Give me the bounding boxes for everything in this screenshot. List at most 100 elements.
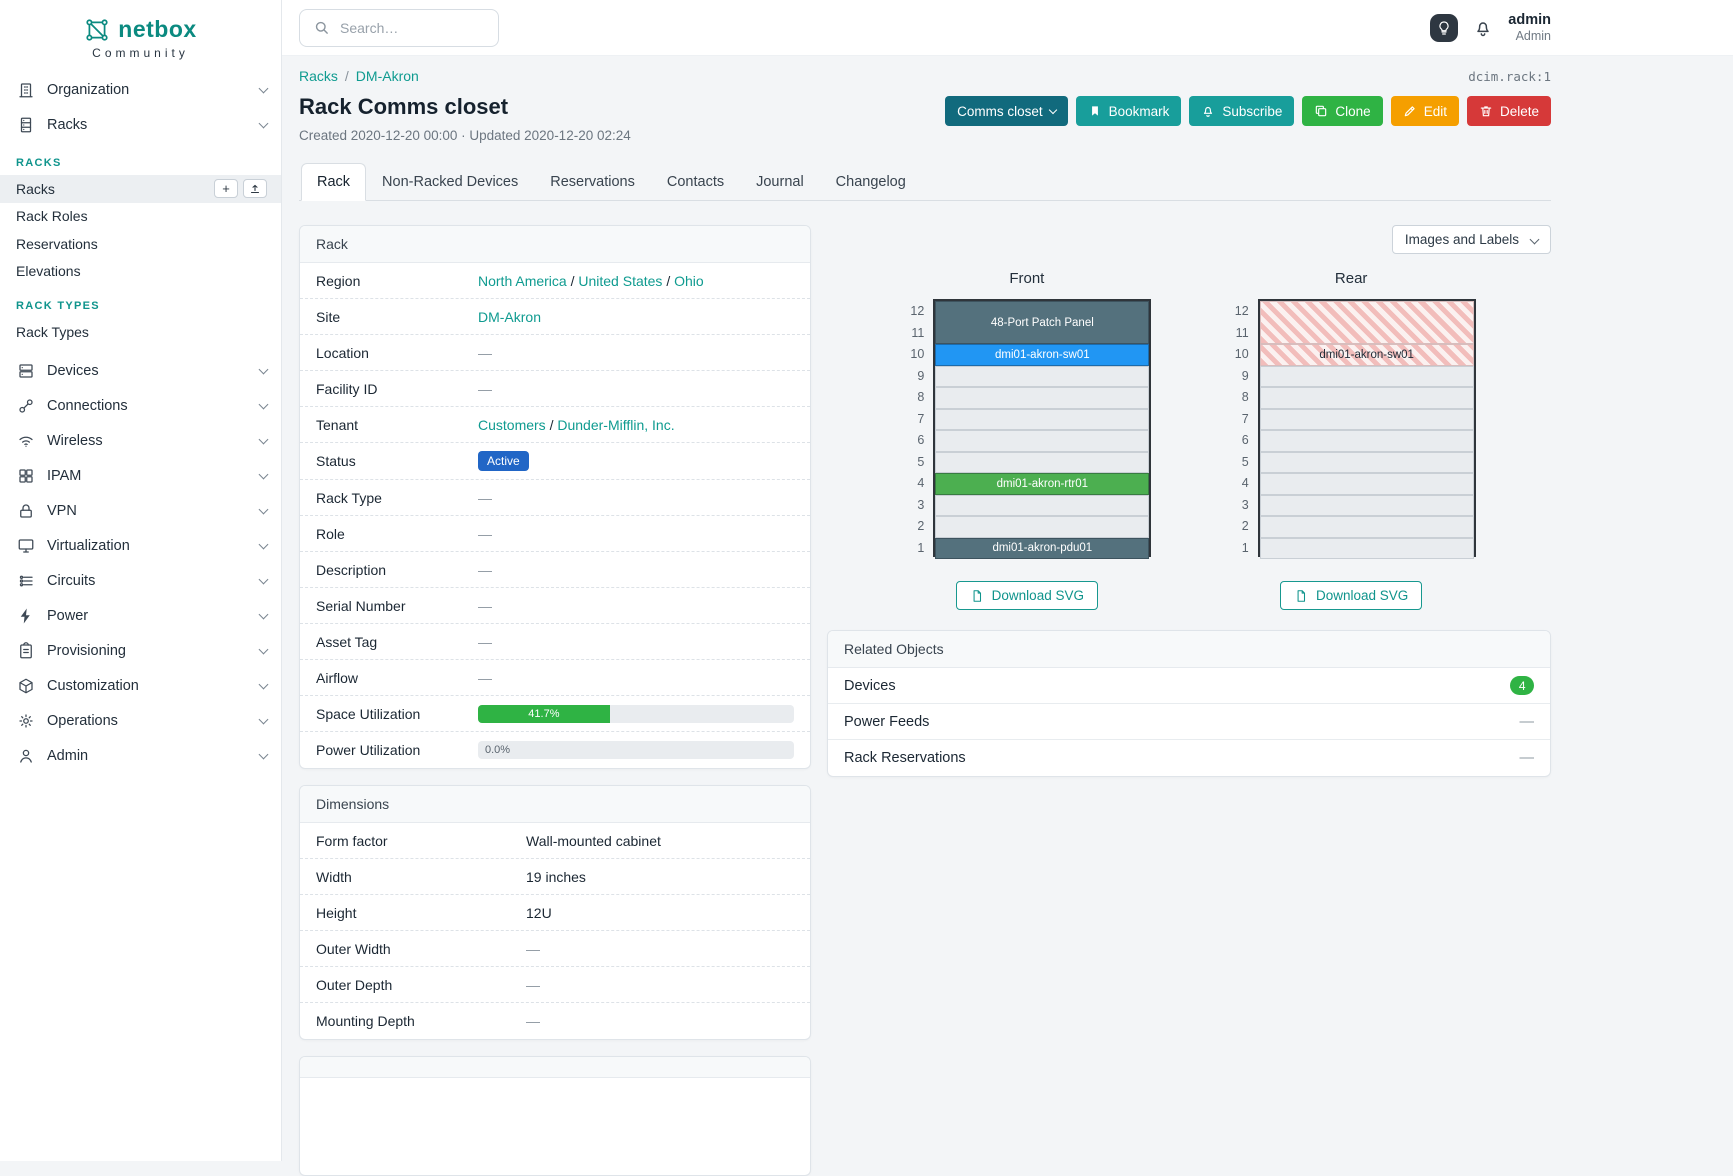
- chevron-down-icon: [1530, 234, 1540, 244]
- panel-title: Dimensions: [300, 786, 810, 823]
- clone-button[interactable]: Clone: [1302, 96, 1382, 126]
- rack-device[interactable]: 48-Port Patch Panel: [935, 301, 1149, 344]
- region-link[interactable]: United States: [578, 273, 662, 289]
- notifications-button[interactable]: [1473, 18, 1493, 38]
- rack-device[interactable]: dmi01-akron-sw01: [935, 344, 1149, 366]
- download-svg-front-button[interactable]: Download SVG: [956, 581, 1098, 610]
- sidebar-item-label: Admin: [47, 748, 249, 764]
- rack-unit-empty[interactable]: [935, 516, 1149, 538]
- unit-number: 8: [1227, 387, 1249, 409]
- sidebar-item-operations[interactable]: Operations: [0, 704, 281, 739]
- rack-unit-empty[interactable]: [935, 452, 1149, 474]
- rack-device[interactable]: dmi01-akron-rtr01: [935, 473, 1149, 495]
- sidebar-item-virtualization[interactable]: Virtualization: [0, 529, 281, 564]
- rack-unit-empty[interactable]: [935, 495, 1149, 517]
- import-racks-button[interactable]: [243, 179, 267, 198]
- unit-number: 6: [1227, 430, 1249, 452]
- sidebar-item-wireless[interactable]: Wireless: [0, 424, 281, 459]
- region-link[interactable]: Ohio: [674, 273, 704, 289]
- rack-unit-empty[interactable]: [1260, 387, 1474, 409]
- subscribe-button[interactable]: Subscribe: [1189, 96, 1294, 126]
- chevron-down-icon: [259, 83, 269, 93]
- bookmark-button[interactable]: Bookmark: [1076, 96, 1182, 126]
- tab-reservations[interactable]: Reservations: [534, 163, 651, 201]
- tab-contacts[interactable]: Contacts: [651, 163, 740, 201]
- download-svg-rear-button[interactable]: Download SVG: [1280, 581, 1422, 610]
- rack-unit-empty[interactable]: [935, 387, 1149, 409]
- related-row-power-feeds[interactable]: Power Feeds —: [828, 704, 1550, 740]
- related-row-rack-reservations[interactable]: Rack Reservations —: [828, 740, 1550, 776]
- rack-selector-dropdown[interactable]: Comms closet: [945, 96, 1068, 126]
- object-reference: dcim.rack:1: [1468, 69, 1551, 84]
- unit-number: 1: [902, 538, 924, 560]
- global-search[interactable]: [299, 9, 499, 47]
- unit-number: 12: [1227, 301, 1249, 323]
- theme-toggle-button[interactable]: [1430, 14, 1458, 42]
- sidebar-item-power[interactable]: Power: [0, 599, 281, 634]
- region-link[interactable]: North America: [478, 273, 567, 289]
- unit-number: 3: [902, 495, 924, 517]
- edit-button[interactable]: Edit: [1391, 96, 1459, 126]
- chevron-down-icon: [259, 680, 269, 690]
- sidebar-item-racks-list[interactable]: Racks +: [0, 175, 281, 203]
- power-utilization-bar: 0.0%: [478, 741, 794, 759]
- rack-unit-empty[interactable]: [1260, 366, 1474, 388]
- attr-row-asset-tag: Asset Tag —: [300, 624, 810, 660]
- unit-number: 9: [1227, 366, 1249, 388]
- bolt-icon: [16, 606, 36, 626]
- rack-unit-empty[interactable]: [1260, 430, 1474, 452]
- rack-unit-empty[interactable]: [1260, 452, 1474, 474]
- elevation-view-dropdown[interactable]: Images and Labels: [1392, 225, 1551, 254]
- sidebar-item-admin[interactable]: Admin: [0, 739, 281, 774]
- rack-unit-empty[interactable]: [1260, 495, 1474, 517]
- rack-unit-empty[interactable]: [1260, 516, 1474, 538]
- sidebar-item-circuits[interactable]: Circuits: [0, 564, 281, 599]
- sidebar-item-customization[interactable]: Customization: [0, 669, 281, 704]
- rack-device[interactable]: dmi01-akron-pdu01: [935, 538, 1149, 560]
- clipboard-icon: [16, 641, 36, 661]
- breadcrumb-racks-link[interactable]: Racks: [299, 68, 338, 84]
- add-rack-button[interactable]: +: [214, 179, 238, 198]
- sidebar-item-devices[interactable]: Devices: [0, 354, 281, 389]
- sidebar-item-organization[interactable]: Organization: [0, 72, 281, 107]
- rack-unit-empty[interactable]: [1260, 409, 1474, 431]
- sidebar-item-label: Operations: [47, 713, 249, 729]
- tenant-link[interactable]: Dunder-Mifflin, Inc.: [557, 417, 674, 433]
- rack-panel: Rack Region North America / United State…: [299, 225, 811, 769]
- search-input[interactable]: [338, 19, 486, 37]
- sidebar-item-vpn[interactable]: VPN: [0, 494, 281, 529]
- sidebar-item-connections[interactable]: Connections: [0, 389, 281, 424]
- tab-changelog[interactable]: Changelog: [820, 163, 922, 201]
- trash-icon: [1479, 104, 1493, 118]
- rack-unit-empty[interactable]: [1260, 538, 1474, 560]
- tenant-group-link[interactable]: Customers: [478, 417, 546, 433]
- sidebar-item-rack-roles[interactable]: Rack Roles: [0, 203, 281, 231]
- rack-unit-empty[interactable]: [1260, 473, 1474, 495]
- rack-unit-empty[interactable]: [935, 430, 1149, 452]
- related-row-devices[interactable]: Devices 4: [828, 668, 1550, 704]
- site-link[interactable]: DM-Akron: [478, 309, 541, 325]
- rack-unit-empty[interactable]: [935, 366, 1149, 388]
- tab-journal[interactable]: Journal: [740, 163, 820, 201]
- lightbulb-icon: [1436, 20, 1452, 36]
- sidebar-item-ipam[interactable]: IPAM: [0, 459, 281, 494]
- tab-rack[interactable]: Rack: [301, 163, 366, 201]
- attr-row-rack-type: Rack Type —: [300, 480, 810, 516]
- breadcrumb-site-link[interactable]: DM-Akron: [356, 68, 419, 84]
- sidebar-item-label: Organization: [47, 82, 249, 98]
- sidebar-item-label: Racks: [47, 117, 249, 133]
- unit-number: 4: [902, 473, 924, 495]
- sidebar-item-rack-types[interactable]: Rack Types: [0, 318, 281, 346]
- rack-unit-empty[interactable]: [935, 409, 1149, 431]
- sidebar-item-elevations[interactable]: Elevations: [0, 258, 281, 286]
- elevation-title: Rear: [1335, 270, 1368, 287]
- user-menu[interactable]: admin Admin: [1508, 11, 1551, 45]
- sidebar-item-provisioning[interactable]: Provisioning: [0, 634, 281, 669]
- delete-button[interactable]: Delete: [1467, 96, 1551, 126]
- subnav-label: Rack Roles: [16, 208, 267, 224]
- sidebar-item-racks[interactable]: Racks: [0, 107, 281, 142]
- tab-non-racked-devices[interactable]: Non-Racked Devices: [366, 163, 534, 201]
- netbox-logo[interactable]: netbox Community: [0, 0, 281, 72]
- bell-icon: [1201, 104, 1215, 118]
- sidebar-item-reservations[interactable]: Reservations: [0, 230, 281, 258]
